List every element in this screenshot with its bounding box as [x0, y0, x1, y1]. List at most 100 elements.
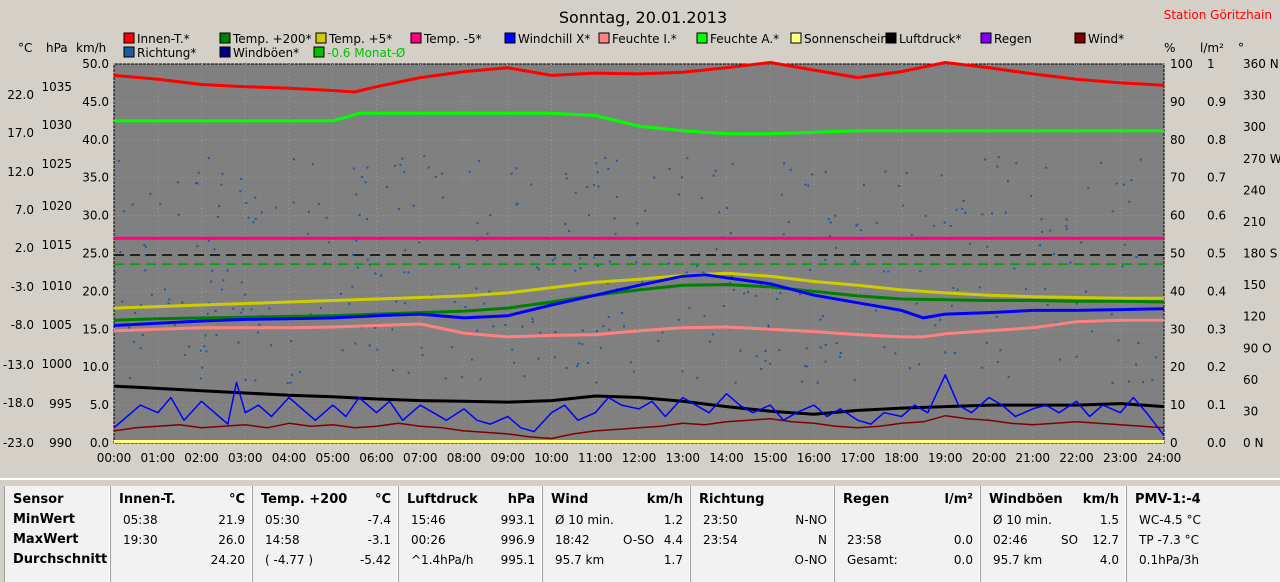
direction-point — [764, 359, 767, 362]
direction-point — [579, 257, 582, 260]
direction-point — [593, 183, 596, 186]
direction-point — [427, 166, 430, 169]
direction-point — [479, 378, 482, 381]
y-tick-hpa: 1030 — [41, 118, 72, 132]
direction-point — [307, 232, 310, 235]
legend-swatch — [315, 32, 327, 44]
stats-header-label: Richtung — [699, 492, 765, 507]
direction-point — [801, 380, 804, 383]
stats-header-unit: °C — [228, 492, 245, 507]
chart-svg: Sonntag, 20.01.2013 Station Göritzhain Inn… — [3, 8, 1280, 465]
direction-point — [902, 204, 905, 207]
stats-column: Regen l/m² 23:58 0.0 Gesamt: 0.0 — [834, 486, 980, 582]
direction-point — [1111, 381, 1114, 384]
y-tick-deg: 150 — [1243, 278, 1266, 292]
direction-point — [614, 233, 617, 236]
direction-point — [1049, 229, 1052, 232]
axis-unit-left: km/h — [76, 41, 106, 55]
y-tick-temp: 2.0 — [15, 241, 34, 255]
y-tick-kmh: 25.0 — [82, 247, 109, 261]
legend-swatch — [313, 46, 325, 58]
direction-point — [1046, 304, 1049, 307]
direction-point — [608, 328, 611, 331]
stats-row: O-NO — [699, 552, 827, 568]
direction-point — [565, 367, 568, 370]
direction-point — [128, 377, 131, 380]
series-line-6 — [113, 318, 1164, 339]
direction-point — [1052, 253, 1055, 256]
stats-header-label: Temp. +200 — [261, 492, 348, 507]
direction-point — [764, 349, 767, 352]
x-tick-label: 07:00 — [403, 451, 438, 465]
direction-point — [1115, 182, 1118, 185]
direction-point — [199, 377, 202, 380]
direction-point — [554, 356, 557, 359]
direction-point — [827, 218, 830, 221]
direction-point — [554, 257, 557, 260]
direction-point — [114, 271, 117, 274]
direction-point — [995, 315, 998, 318]
direction-point — [1013, 267, 1016, 270]
direction-point — [317, 203, 320, 206]
direction-point — [943, 221, 946, 224]
direction-point — [181, 301, 184, 304]
direction-point — [368, 263, 371, 266]
series-line-3 — [113, 271, 1164, 310]
station-name: Station Göritzhain — [1164, 8, 1272, 22]
x-tick-label: 20:00 — [972, 451, 1007, 465]
stats-cell: Gesamt: — [847, 553, 898, 567]
direction-point — [292, 158, 295, 161]
direction-point — [782, 233, 785, 236]
stats-cell: 18:42 — [555, 533, 590, 547]
direction-point — [395, 300, 398, 303]
direction-point — [565, 177, 568, 180]
direction-point — [778, 349, 781, 352]
legend-label: Temp. +5* — [328, 32, 392, 46]
y-tick-hpa: 995 — [49, 397, 72, 411]
stats-column-header: Innen-T. °C — [119, 492, 245, 508]
direction-point — [883, 270, 886, 273]
direction-point — [149, 192, 152, 195]
y-tick-pct: 40 — [1170, 284, 1185, 298]
direction-point — [226, 269, 229, 272]
stats-cell: 23:54 — [703, 533, 738, 547]
stats-column-header: Wind km/h — [551, 492, 683, 508]
direction-point — [352, 167, 355, 170]
y-tick-rain: 0.9 — [1207, 95, 1226, 109]
direction-point — [515, 167, 518, 170]
direction-point — [434, 175, 437, 178]
direction-point — [221, 172, 224, 175]
direction-point — [214, 310, 217, 313]
direction-point — [1091, 330, 1094, 333]
direction-point — [805, 365, 808, 368]
direction-point — [953, 351, 956, 354]
direction-point — [247, 216, 250, 219]
direction-point — [403, 271, 406, 274]
direction-point — [1006, 180, 1009, 183]
direction-point — [183, 353, 186, 356]
direction-point — [613, 217, 616, 220]
stats-cell: 0.1hPa/3h — [1139, 553, 1200, 567]
y-tick-rain: 1 — [1207, 57, 1215, 71]
y-tick-deg: 180 S — [1243, 247, 1277, 261]
stats-row: 02:46 SO 12.7 — [989, 532, 1119, 548]
x-tick-label: 08:00 — [447, 451, 482, 465]
direction-point — [897, 184, 900, 187]
stats-header-label: Regen — [843, 492, 890, 507]
direction-point — [311, 163, 314, 166]
x-tick-label: 09:00 — [490, 451, 525, 465]
direction-point — [732, 288, 735, 291]
direction-point — [1137, 341, 1140, 344]
direction-point — [476, 238, 479, 241]
y-tick-kmh: 35.0 — [82, 171, 109, 185]
direction-point — [197, 171, 200, 174]
y-tick-kmh: 0.0 — [90, 436, 109, 450]
stats-row: 14:58 -3.1 — [261, 532, 391, 548]
direction-point — [391, 369, 394, 372]
y-tick-hpa: 1015 — [41, 238, 72, 252]
stats-cell: 21.9 — [218, 513, 245, 527]
direction-point — [450, 346, 453, 349]
direction-point — [423, 155, 426, 158]
direction-point — [997, 156, 1000, 159]
direction-point — [986, 245, 989, 248]
